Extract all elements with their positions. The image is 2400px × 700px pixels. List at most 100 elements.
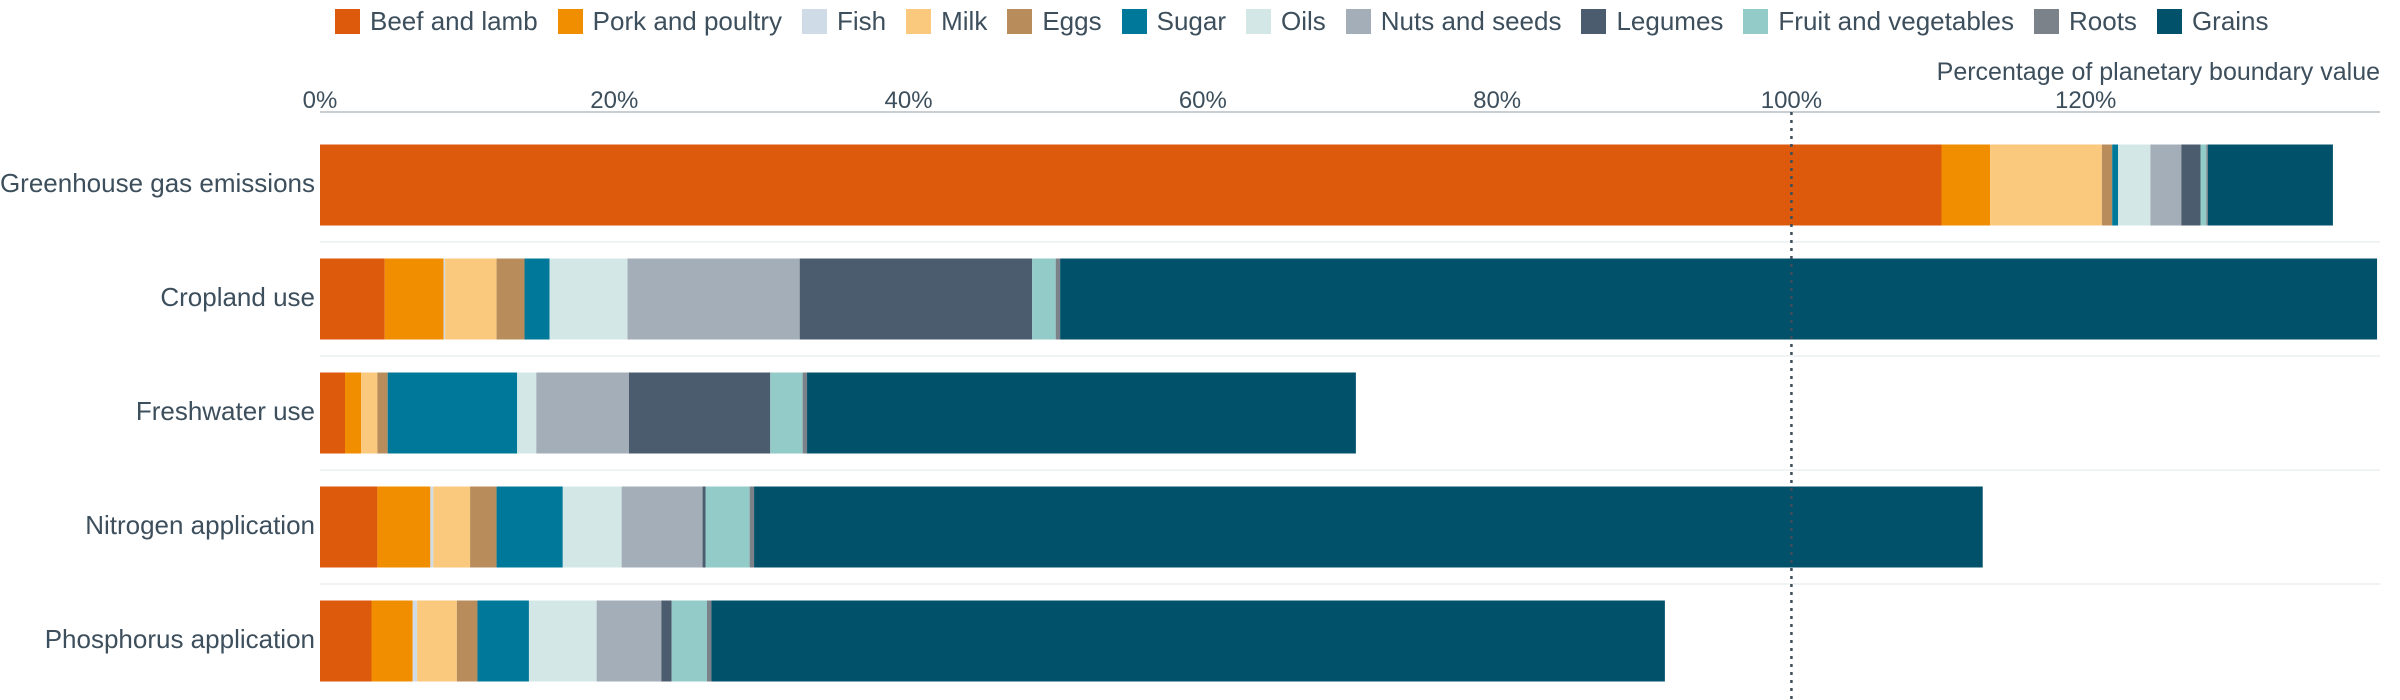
legend-label: Sugar <box>1156 6 1226 36</box>
bar-segment-legumes <box>799 258 1033 340</box>
legend-label: Pork and poultry <box>592 6 782 36</box>
bar-segment-milk <box>445 258 497 340</box>
bar-segment-grains <box>711 600 1665 682</box>
category-label-nitrogen-application: Nitrogen application <box>85 510 315 540</box>
legend-swatch <box>2034 9 2060 34</box>
legend-swatch <box>906 9 932 34</box>
legend-swatch <box>1581 9 1607 34</box>
bar-segment-fruit-and-vegetables <box>705 486 750 568</box>
bar-group-phosphorus-application <box>320 600 1665 682</box>
legend-swatch <box>557 9 583 34</box>
bar-segment-beef-and-lamb <box>320 486 378 568</box>
bar-segment-sugar <box>387 372 518 454</box>
legend-item-roots: Roots <box>2034 6 2137 37</box>
legend-item-oils: Oils <box>1246 6 1326 37</box>
bar-group-nitrogen-application <box>320 486 1983 568</box>
legend-swatch <box>1246 9 1271 34</box>
x-axis-title: Percentage of planetary boundary value <box>1937 58 2380 86</box>
bar-segment-eggs <box>496 258 525 340</box>
bar-group-freshwater-use <box>320 372 1356 454</box>
bar-segment-legumes <box>2181 144 2201 226</box>
bar-segment-fruit-and-vegetables <box>1032 258 1056 340</box>
legend-label: Roots <box>2069 6 2137 36</box>
legend-item-eggs: Eggs <box>1007 6 1102 37</box>
bar-segment-oils <box>528 600 597 682</box>
bar-segment-beef-and-lamb <box>320 258 385 340</box>
chart-legend: Beef and lamb Pork and poultry Fish Milk Egg… <box>335 6 2289 37</box>
bar-group-cropland-use <box>320 258 2378 340</box>
bar-segment-fish <box>430 486 434 568</box>
bar-segment-beef-and-lamb <box>320 372 346 454</box>
legend-label: Fish <box>837 6 887 36</box>
bar-segment-legumes <box>702 486 706 568</box>
legend-label: Milk <box>941 6 988 36</box>
legend-label: Legumes <box>1616 6 1724 36</box>
category-label-phosphorus-application: Phosphorus application <box>45 624 315 654</box>
bar-segment-grains <box>1060 258 2378 340</box>
bar-segment-grains <box>807 372 1356 454</box>
legend-item-grains: Grains <box>2156 6 2269 37</box>
bar-segment-eggs <box>377 372 388 454</box>
x-axis: 0% 20% 40% 60% 80% 100% 120% <box>303 87 2116 700</box>
bar-segment-oils <box>517 372 537 454</box>
bar-segment-roots <box>802 372 808 454</box>
bar-segment-eggs <box>2101 144 2113 226</box>
bar-segment-pork-and-poultry <box>384 258 444 340</box>
x-tick-label: 0% <box>303 87 338 114</box>
legend-label: Beef and lamb <box>370 6 538 36</box>
bar-segment-milk <box>361 372 378 454</box>
bar-segment-pork-and-poultry <box>1941 144 1991 226</box>
bar-segment-grains <box>2207 144 2333 226</box>
bar-segment-roots <box>749 486 755 568</box>
bar-segment-nuts-and-seeds <box>596 600 662 682</box>
grid-layer <box>320 111 2380 585</box>
legend-item-beef-and-lamb: Beef and lamb <box>335 6 538 37</box>
legend-label: Oils <box>1281 6 1326 36</box>
bar-segment-nuts-and-seeds <box>621 486 703 568</box>
x-tick-label: 120% <box>2055 87 2116 114</box>
bar-segment-nuts-and-seeds <box>536 372 629 454</box>
category-label-freshwater-use: Freshwater use <box>136 396 315 426</box>
bar-segment-pork-and-poultry <box>377 486 431 568</box>
bar-segment-fruit-and-vegetables <box>671 600 707 682</box>
bar-segment-grains <box>754 486 1983 568</box>
category-label-cropland-use: Cropland use <box>160 282 315 312</box>
bar-segment-eggs <box>470 486 497 568</box>
bar-segment-nuts-and-seeds <box>2150 144 2182 226</box>
legend-item-milk: Milk <box>906 6 987 37</box>
bar-segment-oils <box>2118 144 2151 226</box>
legend-label: Nuts and seeds <box>1380 6 1562 36</box>
bar-segment-legumes <box>661 600 672 682</box>
legend-item-nuts-and-seeds: Nuts and seeds <box>1345 6 1562 37</box>
legend-swatch <box>1007 9 1033 34</box>
legend-swatch <box>1121 9 1147 34</box>
legend-item-fruit-and-vegetables: Fruit and vegetables <box>1743 6 2014 37</box>
legend-swatch <box>1345 9 1371 34</box>
bar-segment-fish <box>443 258 446 340</box>
bar-segment-milk <box>1990 144 2102 226</box>
bar-segment-roots <box>706 600 712 682</box>
category-label-greenhouse-gas-emissions: Greenhouse gas emissions <box>0 168 315 198</box>
legend-item-legumes: Legumes <box>1581 6 1723 37</box>
bar-segment-sugar <box>524 258 550 340</box>
x-tick-label: 100% <box>1761 87 1822 114</box>
bar-segment-sugar <box>496 486 563 568</box>
x-tick-label: 40% <box>885 87 933 114</box>
bar-segment-sugar <box>2112 144 2119 226</box>
bars-layer <box>320 144 2378 682</box>
bar-segment-pork-and-poultry <box>371 600 413 682</box>
x-tick-label: 20% <box>590 87 638 114</box>
bar-segment-roots <box>1055 258 1061 340</box>
bar-segment-beef-and-lamb <box>320 144 1942 226</box>
legend-item-fish: Fish <box>802 6 886 37</box>
bar-group-greenhouse-gas-emissions <box>320 144 2333 226</box>
legend-swatch <box>1743 9 1769 34</box>
legend-item-pork-and-poultry: Pork and poultry <box>557 6 782 37</box>
bar-segment-nuts-and-seeds <box>627 258 800 340</box>
x-tick-label: 60% <box>1179 87 1227 114</box>
bar-segment-fish <box>412 600 418 682</box>
legend-label: Eggs <box>1042 6 1102 36</box>
bar-segment-oils <box>549 258 628 340</box>
bar-segment-pork-and-poultry <box>345 372 362 454</box>
